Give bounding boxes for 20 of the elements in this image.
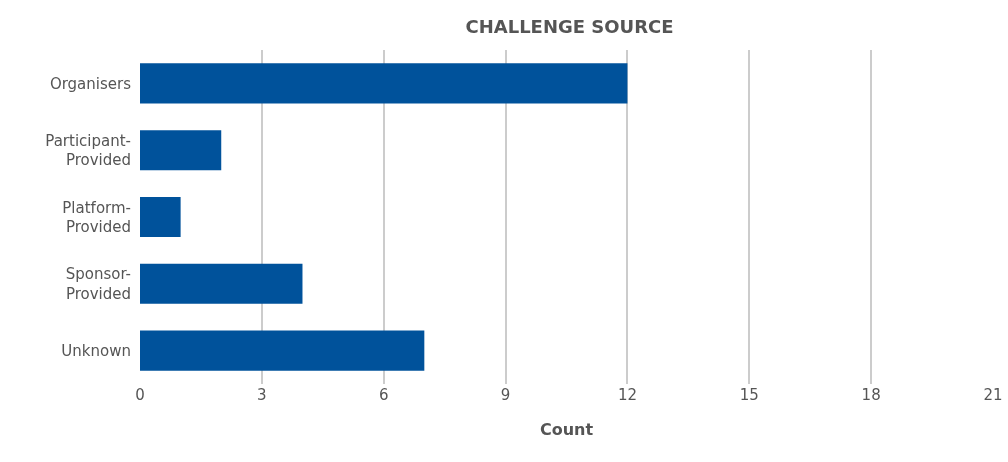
x-tick-label: 15 [739, 386, 759, 404]
bar [140, 63, 628, 104]
x-tick-label: 12 [617, 386, 637, 404]
x-tick-label: 6 [378, 386, 389, 404]
x-tick-label: 18 [861, 386, 881, 404]
y-tick-label: Platform-Provided [62, 198, 131, 236]
x-tick-label: 0 [135, 386, 145, 404]
bar [140, 130, 222, 171]
chart-title: CHALLENGE SOURCE [465, 16, 674, 38]
x-tick-label: 3 [257, 386, 267, 404]
x-tick-label: 9 [500, 386, 511, 404]
bar [140, 330, 425, 371]
bar [140, 196, 181, 238]
x-axis-title: Count [539, 419, 594, 439]
y-tick-label: Organisers [49, 74, 132, 93]
y-tick-label: Unknown [61, 341, 131, 360]
y-tick-label: Sponsor-Provided [65, 265, 131, 303]
bar [140, 263, 303, 304]
y-tick-label: Participant-Provided [45, 131, 131, 170]
x-tick-label: 21 [983, 386, 1003, 404]
